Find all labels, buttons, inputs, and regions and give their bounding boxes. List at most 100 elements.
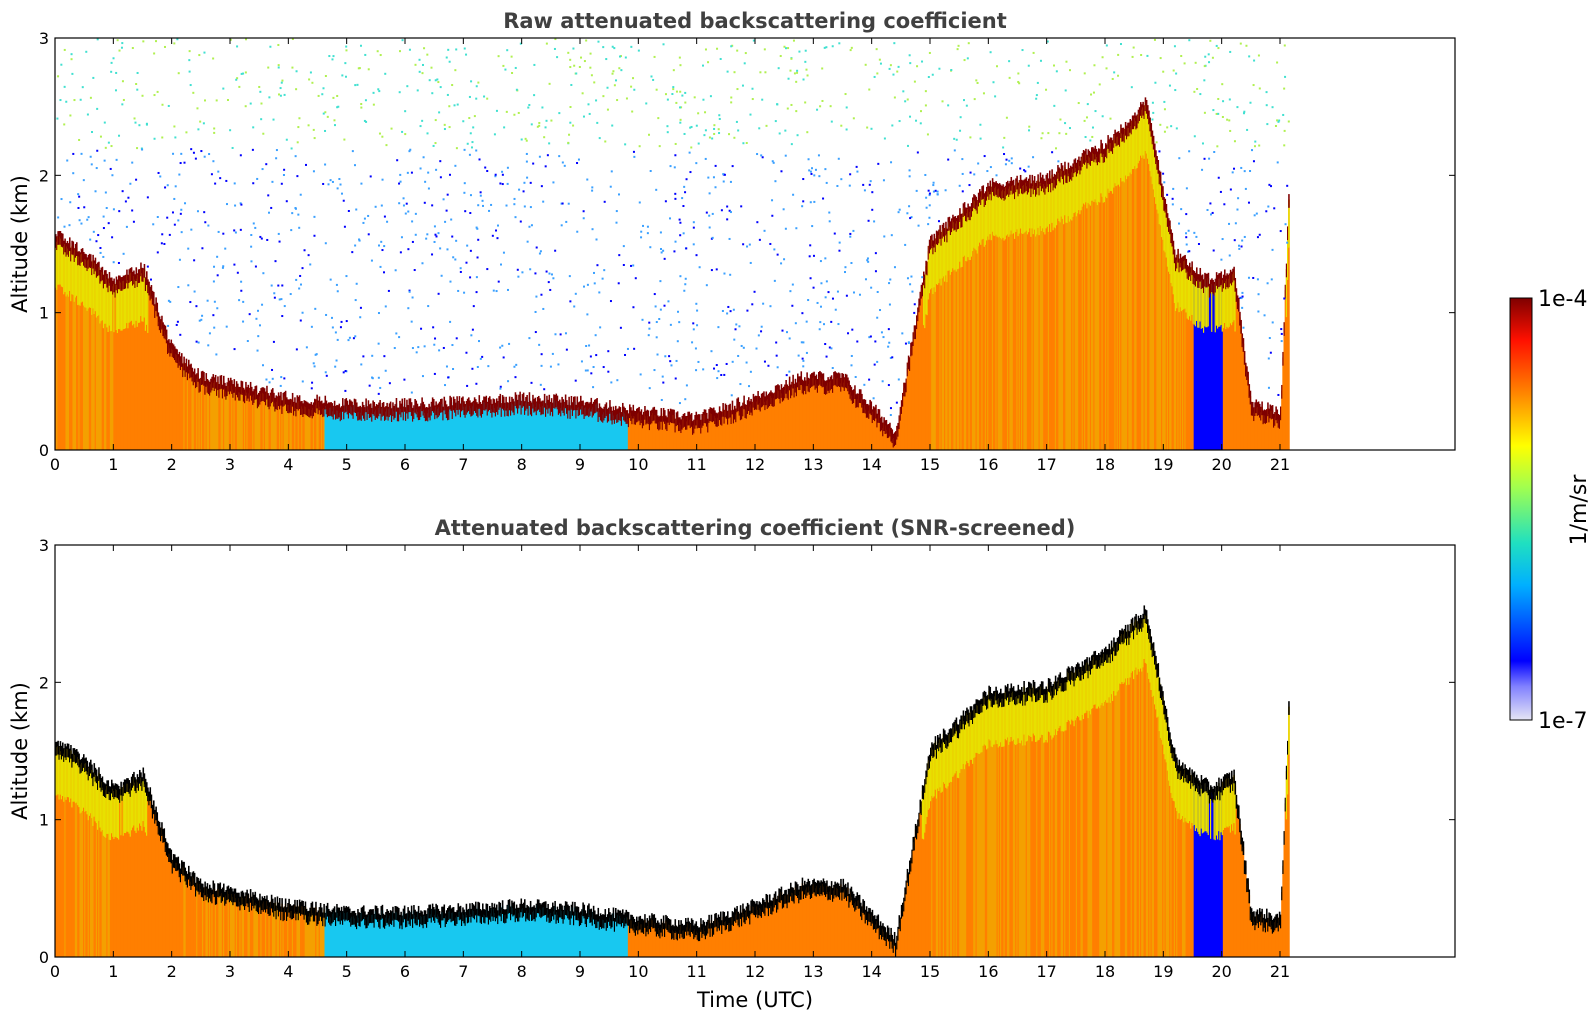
noise-pixel bbox=[807, 299, 810, 302]
noise-pixel bbox=[249, 102, 252, 105]
aerosol-column bbox=[1154, 149, 1156, 450]
noise-pixel bbox=[762, 302, 765, 305]
layer-top-line bbox=[1116, 131, 1119, 146]
noise-pixel bbox=[749, 113, 752, 116]
noise-pixel bbox=[434, 233, 437, 236]
noise-pixel bbox=[696, 309, 699, 312]
x-tick-label: 3 bbox=[225, 455, 235, 474]
noise-pixel bbox=[672, 86, 675, 89]
noise-pixel bbox=[1085, 116, 1088, 119]
transition-band bbox=[1003, 192, 1006, 241]
layer-top-line bbox=[87, 766, 90, 781]
layer-top-line bbox=[287, 903, 289, 917]
layer-top-line bbox=[562, 399, 565, 413]
layer-top-line bbox=[281, 400, 283, 414]
noise-pixel bbox=[730, 45, 733, 48]
aerosol-column bbox=[256, 400, 259, 450]
noise-pixel bbox=[776, 366, 779, 369]
layer-top-line bbox=[904, 382, 906, 397]
noise-pixel bbox=[1093, 64, 1096, 67]
layer-top-line bbox=[148, 791, 150, 806]
noise-pixel bbox=[1162, 70, 1165, 73]
aerosol-column bbox=[114, 788, 117, 957]
aerosol-column bbox=[269, 907, 272, 957]
noise-pixel bbox=[222, 265, 225, 268]
transition-band bbox=[77, 757, 79, 806]
aerosol-column bbox=[925, 266, 927, 450]
aerosol-column bbox=[77, 257, 79, 450]
aerosol-column bbox=[67, 749, 70, 957]
noise-pixel bbox=[710, 269, 713, 272]
noise-pixel bbox=[354, 244, 357, 247]
layer-top-line bbox=[983, 193, 986, 207]
layer-top-line bbox=[339, 407, 342, 422]
layer-top-line bbox=[748, 397, 750, 411]
noise-pixel bbox=[911, 290, 914, 293]
aerosol-column bbox=[937, 236, 939, 450]
aerosol-column bbox=[248, 903, 251, 957]
transition-band bbox=[1177, 254, 1179, 303]
aerosol-column bbox=[95, 774, 98, 957]
aerosol-column bbox=[422, 407, 425, 450]
noise-pixel bbox=[280, 376, 283, 379]
layer-top-line bbox=[384, 915, 386, 929]
layer-top-line bbox=[172, 344, 175, 359]
noise-pixel bbox=[539, 383, 542, 386]
noise-pixel bbox=[678, 218, 681, 221]
noise-pixel bbox=[875, 48, 878, 51]
noise-pixel bbox=[819, 105, 822, 108]
noise-pixel bbox=[891, 124, 894, 127]
noise-pixel bbox=[271, 368, 274, 371]
noise-pixel bbox=[102, 255, 105, 258]
aerosol-column bbox=[62, 747, 64, 957]
layer-top-line bbox=[164, 838, 167, 852]
noise-pixel bbox=[317, 94, 320, 97]
layer-top-line bbox=[235, 381, 238, 395]
aerosol-column bbox=[168, 853, 170, 957]
noise-pixel bbox=[402, 197, 405, 200]
aerosol-column bbox=[1068, 173, 1071, 450]
noise-pixel bbox=[250, 234, 253, 237]
layer-top-line bbox=[464, 404, 467, 418]
layer-top-line bbox=[95, 769, 98, 784]
aerosol-column bbox=[223, 381, 225, 450]
noise-pixel bbox=[538, 252, 541, 255]
layer-top-line bbox=[953, 216, 955, 231]
noise-pixel bbox=[681, 94, 684, 97]
aerosol-column bbox=[414, 404, 416, 450]
aerosol-column bbox=[235, 386, 238, 450]
transition-band bbox=[99, 275, 101, 324]
noise-pixel bbox=[961, 158, 964, 161]
layer-top-line bbox=[178, 863, 181, 878]
aerosol-column bbox=[384, 412, 386, 450]
aerosol-column bbox=[206, 888, 209, 957]
aerosol-column bbox=[1130, 126, 1133, 450]
layer-top-line bbox=[804, 377, 806, 391]
layer-top-line bbox=[450, 397, 453, 412]
aerosol-column bbox=[170, 345, 173, 450]
aerosol-column bbox=[120, 282, 122, 450]
x-tick-label: 12 bbox=[745, 455, 765, 474]
layer-top-line bbox=[168, 848, 170, 862]
noise-pixel bbox=[415, 351, 418, 354]
noise-pixel bbox=[77, 206, 80, 209]
layer-top-line bbox=[245, 381, 247, 396]
layer-top-line bbox=[721, 411, 723, 426]
aerosol-column bbox=[969, 211, 972, 450]
transition-band bbox=[1218, 278, 1220, 327]
aerosol-column bbox=[423, 409, 426, 450]
aerosol-column bbox=[706, 418, 708, 450]
aerosol-column bbox=[171, 865, 174, 957]
layer-top-line bbox=[364, 407, 366, 421]
aerosol-column bbox=[1080, 162, 1083, 450]
aerosol-column bbox=[756, 401, 758, 450]
aerosol-column bbox=[55, 239, 57, 450]
noise-pixel bbox=[1027, 165, 1030, 168]
aerosol-column bbox=[242, 393, 245, 450]
layer-top-line bbox=[1245, 362, 1247, 377]
aerosol-column bbox=[955, 223, 958, 450]
layer-top-line bbox=[1264, 410, 1267, 424]
aerosol-column bbox=[1185, 264, 1188, 450]
aerosol-column bbox=[396, 413, 399, 450]
layer-top-line bbox=[318, 396, 321, 411]
